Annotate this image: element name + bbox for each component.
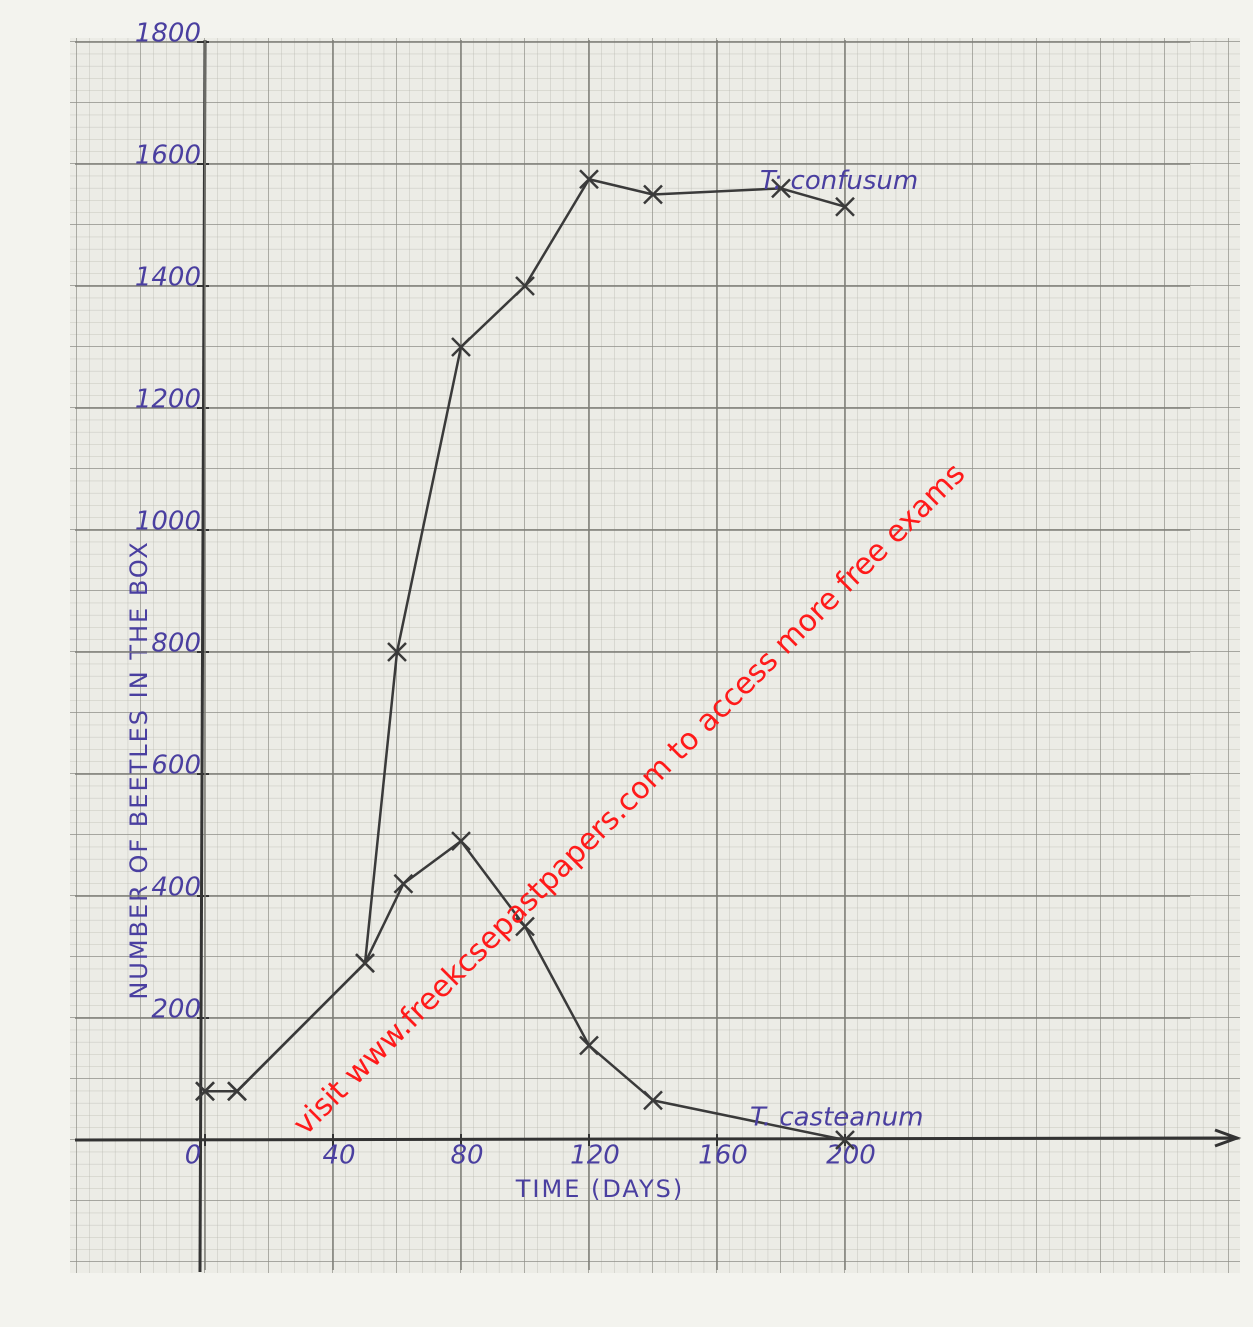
series-label: T. casteanum bbox=[750, 1103, 924, 1133]
point-cross bbox=[515, 276, 535, 296]
series-label: T: confusum bbox=[760, 166, 918, 196]
point-cross bbox=[835, 196, 855, 217]
point-cross bbox=[451, 831, 471, 851]
x-axis-label: TIME (DAYS) bbox=[515, 1175, 684, 1203]
point-cross bbox=[355, 953, 375, 973]
y-tick-label: 400 bbox=[151, 873, 201, 903]
point-cross bbox=[195, 1081, 215, 1102]
x-tick-label: 120 bbox=[570, 1141, 620, 1171]
point-cross bbox=[451, 337, 471, 357]
y-axis bbox=[198, 39, 207, 1273]
point-cross bbox=[387, 642, 407, 662]
point-cross bbox=[393, 873, 414, 894]
y-tick-label: 1000 bbox=[135, 507, 201, 537]
x-tick-label: 80 bbox=[450, 1141, 483, 1171]
point-cross bbox=[771, 178, 791, 199]
x-tick-label: 0 bbox=[185, 1141, 202, 1171]
y-axis-label: NUMBER OF BEETLES IN THE BOX bbox=[125, 540, 153, 999]
x-tick-label: 160 bbox=[698, 1141, 748, 1171]
point-cross bbox=[579, 169, 599, 190]
point-cross bbox=[227, 1081, 247, 1102]
y-tick-label: 1600 bbox=[135, 141, 201, 171]
y-tick-label: 200 bbox=[151, 995, 201, 1025]
point-cross bbox=[643, 1090, 663, 1111]
major-grid bbox=[70, 38, 1240, 1273]
y-tick-label: 600 bbox=[151, 751, 201, 781]
point-cross bbox=[835, 1130, 855, 1150]
x-axis-arrow bbox=[1214, 1128, 1242, 1148]
x-axis bbox=[74, 1136, 1236, 1142]
point-cross bbox=[579, 1035, 599, 1056]
y-tick-label: 1400 bbox=[135, 263, 201, 293]
y-tick-label: 1200 bbox=[135, 385, 201, 415]
point-cross bbox=[643, 184, 663, 205]
x-tick-label: 40 bbox=[322, 1141, 355, 1171]
y-tick-label: 800 bbox=[151, 629, 201, 659]
point-cross bbox=[515, 916, 535, 937]
y-tick-label: 1800 bbox=[135, 19, 201, 49]
